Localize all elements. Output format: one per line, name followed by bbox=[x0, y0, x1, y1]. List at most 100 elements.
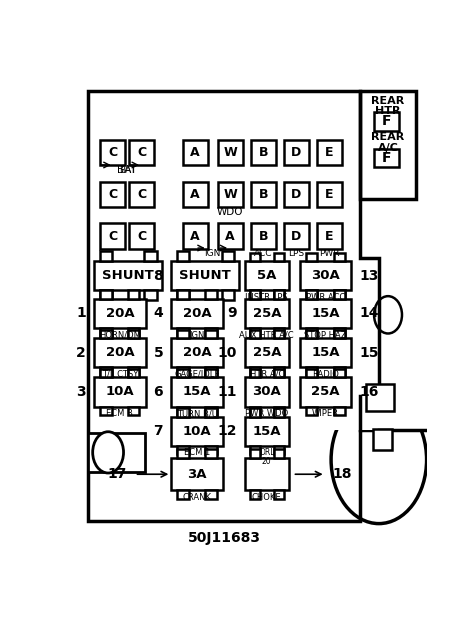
Bar bbox=[245, 261, 289, 290]
Text: PWR: PWR bbox=[319, 248, 339, 258]
Bar bbox=[171, 338, 223, 367]
Bar bbox=[205, 446, 217, 454]
Bar bbox=[177, 328, 189, 336]
Bar bbox=[366, 383, 393, 411]
Text: 25A: 25A bbox=[311, 385, 340, 399]
Text: E: E bbox=[325, 230, 334, 242]
Text: HORN/DM: HORN/DM bbox=[99, 330, 141, 339]
Text: 15A: 15A bbox=[311, 346, 340, 359]
Bar bbox=[221, 251, 234, 261]
Text: PWR ACC: PWR ACC bbox=[306, 293, 345, 302]
Text: C: C bbox=[108, 230, 117, 242]
Text: REAR
HTR: REAR HTR bbox=[372, 96, 405, 117]
Bar bbox=[250, 369, 260, 377]
Bar bbox=[300, 338, 351, 367]
Text: 5A: 5A bbox=[257, 269, 276, 282]
Text: A: A bbox=[225, 230, 235, 242]
Bar bbox=[245, 417, 289, 446]
Bar bbox=[221, 290, 234, 300]
Bar bbox=[128, 369, 139, 377]
Bar bbox=[274, 369, 283, 377]
Bar bbox=[374, 149, 400, 167]
Bar bbox=[306, 406, 318, 415]
Bar bbox=[284, 140, 309, 165]
Bar bbox=[250, 406, 260, 415]
Bar bbox=[306, 328, 318, 336]
Text: REAR
A/C: REAR A/C bbox=[372, 133, 405, 153]
Bar bbox=[205, 290, 217, 299]
Bar bbox=[177, 330, 189, 338]
Bar bbox=[177, 290, 189, 299]
Text: 2: 2 bbox=[76, 346, 86, 360]
Text: E: E bbox=[325, 188, 334, 201]
Bar bbox=[245, 377, 289, 406]
Text: 25A: 25A bbox=[253, 307, 281, 320]
Bar bbox=[245, 458, 289, 490]
Bar bbox=[205, 330, 217, 338]
Bar bbox=[171, 458, 223, 490]
Text: HTR A/C: HTR A/C bbox=[250, 370, 284, 379]
Bar bbox=[177, 490, 189, 499]
Bar bbox=[250, 290, 260, 299]
Text: 1: 1 bbox=[76, 306, 86, 320]
Bar bbox=[334, 367, 345, 376]
Bar bbox=[250, 253, 260, 261]
Circle shape bbox=[93, 432, 124, 473]
Bar bbox=[218, 182, 243, 207]
Text: 50J11683: 50J11683 bbox=[188, 531, 261, 545]
Text: ACC: ACC bbox=[254, 248, 273, 258]
Bar bbox=[250, 328, 260, 336]
Text: 13: 13 bbox=[359, 269, 379, 283]
Text: WIPER: WIPER bbox=[312, 409, 339, 418]
Text: LPS: LPS bbox=[288, 248, 304, 258]
Bar bbox=[250, 408, 260, 417]
Text: 7: 7 bbox=[154, 424, 163, 438]
Bar bbox=[274, 330, 283, 338]
Bar bbox=[251, 182, 275, 207]
Text: CRANK: CRANK bbox=[182, 493, 211, 501]
Text: F: F bbox=[382, 114, 392, 128]
Bar bbox=[182, 182, 208, 207]
Bar bbox=[100, 330, 112, 338]
Bar bbox=[145, 290, 157, 300]
Text: W: W bbox=[223, 146, 237, 160]
Bar bbox=[205, 328, 217, 336]
Bar bbox=[128, 406, 139, 415]
Bar bbox=[177, 408, 189, 417]
Text: GAGE/IDLE: GAGE/IDLE bbox=[174, 370, 220, 379]
Bar bbox=[306, 367, 318, 376]
Bar bbox=[374, 112, 400, 131]
Text: 25A: 25A bbox=[253, 346, 281, 359]
Text: 16: 16 bbox=[359, 385, 379, 399]
Bar bbox=[274, 328, 283, 336]
Bar bbox=[205, 490, 217, 499]
Text: IGN: IGN bbox=[189, 330, 205, 339]
Bar bbox=[274, 367, 283, 376]
Bar bbox=[205, 406, 217, 415]
Text: 10A: 10A bbox=[182, 425, 211, 438]
Bar bbox=[94, 299, 146, 328]
Bar bbox=[250, 290, 260, 299]
Text: 11: 11 bbox=[217, 385, 237, 399]
Text: 10: 10 bbox=[217, 346, 237, 360]
Text: 30A: 30A bbox=[311, 269, 340, 282]
Bar bbox=[250, 367, 260, 376]
Text: 20A: 20A bbox=[182, 346, 211, 359]
Text: AUX HTR A/C: AUX HTR A/C bbox=[239, 330, 294, 339]
Text: E: E bbox=[325, 146, 334, 160]
Text: PWR WDO: PWR WDO bbox=[245, 409, 288, 418]
Bar bbox=[94, 377, 146, 406]
Bar bbox=[100, 140, 125, 165]
Text: IGN: IGN bbox=[205, 248, 221, 258]
Bar bbox=[100, 182, 125, 207]
Bar bbox=[374, 429, 392, 450]
Text: B: B bbox=[258, 230, 268, 242]
Bar bbox=[171, 299, 223, 328]
Text: C: C bbox=[108, 188, 117, 201]
Bar bbox=[251, 140, 275, 165]
Bar bbox=[300, 299, 351, 328]
Bar bbox=[128, 330, 139, 338]
Bar bbox=[205, 367, 217, 376]
Bar bbox=[250, 490, 260, 499]
Bar bbox=[245, 299, 289, 328]
